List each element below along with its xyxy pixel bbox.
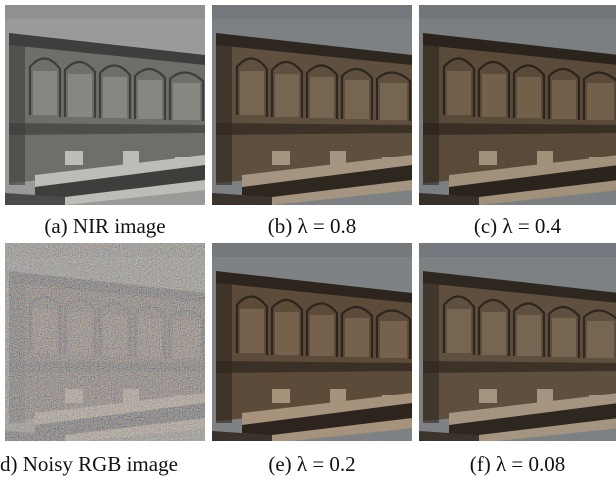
panel-image xyxy=(5,5,205,205)
caption: (b) λ = 0.8 xyxy=(212,214,412,239)
image xyxy=(419,243,616,441)
panel-image xyxy=(212,243,412,441)
image xyxy=(5,243,205,441)
panel-image xyxy=(212,5,412,205)
panel-image xyxy=(419,5,616,205)
figure: (a) NIR image (b) λ = 0.8 (c) λ = 0.4 d)… xyxy=(0,0,616,481)
image xyxy=(5,5,205,205)
image xyxy=(419,5,616,205)
image xyxy=(212,5,412,205)
panel-image xyxy=(5,243,205,441)
caption: (f) λ = 0.08 xyxy=(419,452,616,477)
caption: (e) λ = 0.2 xyxy=(212,452,412,477)
image xyxy=(212,243,412,441)
panel-image xyxy=(419,243,616,441)
caption: (a) NIR image xyxy=(5,214,205,239)
caption: d) Noisy RGB image xyxy=(0,452,222,477)
caption: (c) λ = 0.4 xyxy=(419,214,616,239)
